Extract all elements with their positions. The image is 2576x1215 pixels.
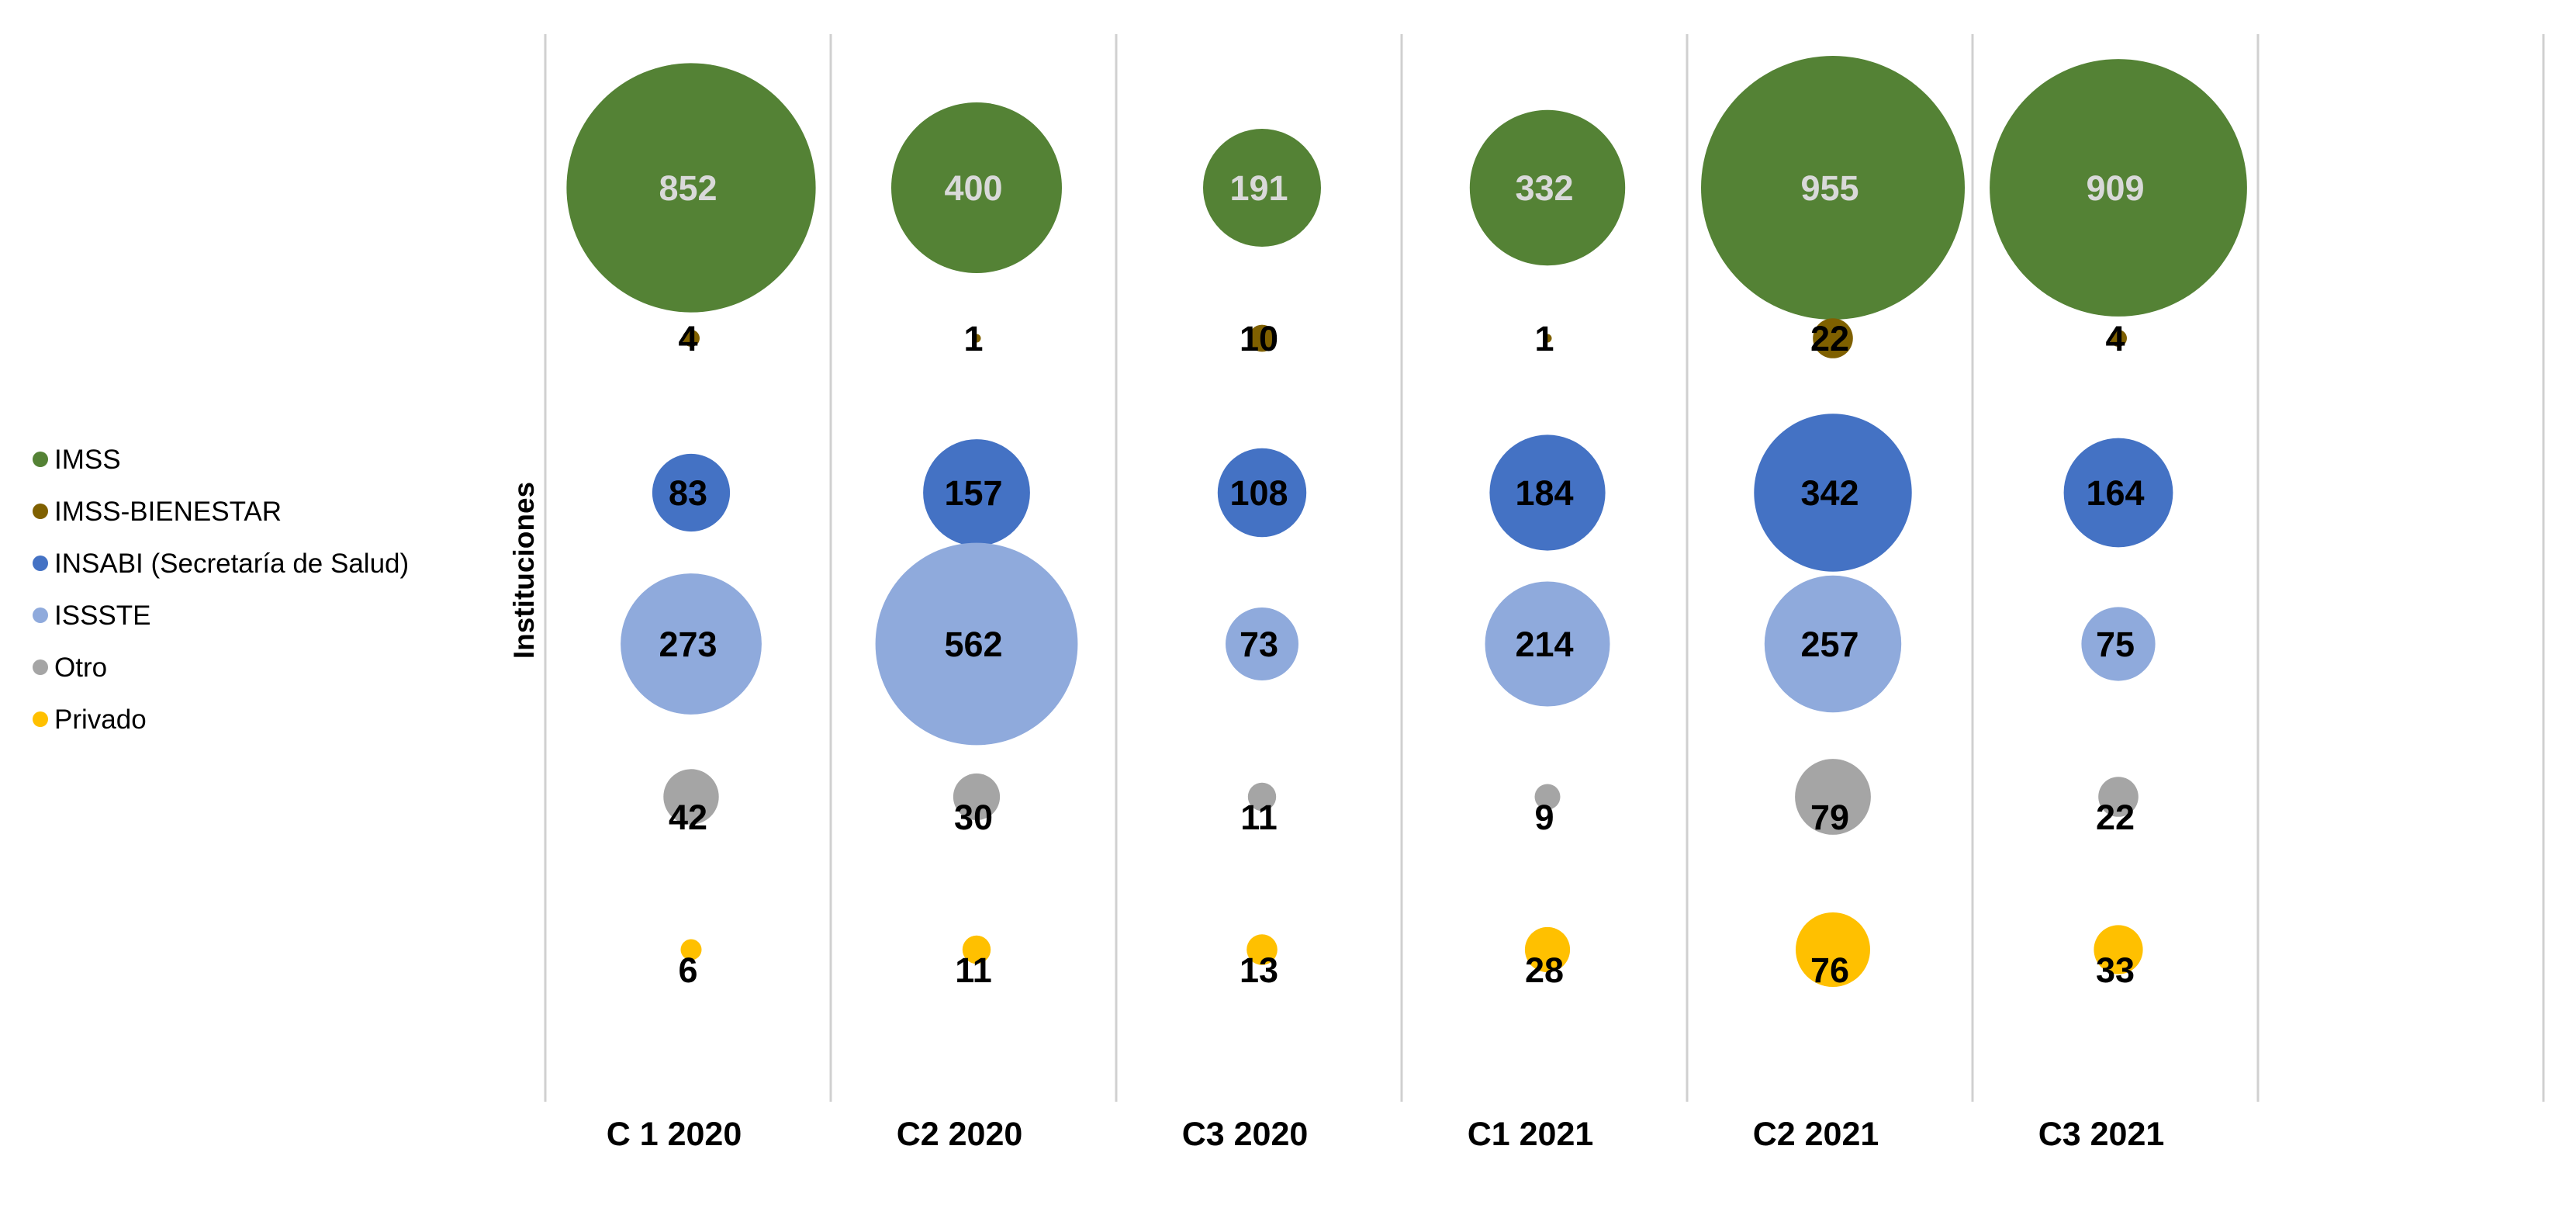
category-label-c2-2020: C2 2020: [897, 1116, 1023, 1153]
data-label-otro-c1-2021: 9: [1534, 798, 1554, 837]
data-label-otro-c3-2020: 11: [1240, 798, 1278, 837]
bubble-issste-c2-2020: [875, 542, 1078, 746]
bubble-otro-c-1-2020: [663, 769, 719, 825]
data-label-imss-c1-2021: 332: [1515, 168, 1573, 208]
bubble-imss-bienestar-c2-2021: [1813, 318, 1853, 358]
bubble-imss-c3-2020: [1203, 129, 1321, 247]
data-label-issste-c2-2021: 257: [1800, 625, 1859, 664]
bubble-privado-c3-2020: [1247, 934, 1278, 965]
category-label-c1-2021: C1 2021: [1468, 1116, 1594, 1153]
bubble-insabi-secretaria-de-salud-c2-2021: [1754, 414, 1912, 572]
data-label-privado-c2-2020: 11: [955, 950, 992, 990]
data-label-privado-c1-2021: 28: [1525, 950, 1564, 990]
legend-label-otro: Otro: [54, 652, 107, 683]
data-label-insabi-secretaria-de-salud-c2-2020: 157: [944, 473, 1002, 513]
bubble-imss-bienestar-c3-2021: [2110, 330, 2127, 347]
legend-label-issste: ISSSTE: [54, 601, 150, 631]
data-label-privado-c-1-2020: 6: [678, 950, 697, 990]
bubble-imss-c2-2021: [1701, 56, 1965, 320]
legend-marker-privado: [33, 711, 48, 727]
data-label-imss-c2-2020: 400: [944, 168, 1002, 208]
data-label-privado-c2-2021: 76: [1810, 950, 1849, 990]
data-label-issste-c3-2021: 75: [2096, 625, 2135, 664]
bubble-issste-c2-2021: [1764, 575, 1902, 713]
category-label-c2-2021: C2 2021: [1753, 1116, 1879, 1153]
data-label-issste-c2-2020: 562: [944, 625, 1002, 664]
bubble-imss-c1-2021: [1469, 109, 1626, 266]
bubble-imss-bienestar-c-1-2020: [683, 330, 700, 347]
bubble-privado-c1-2021: [1524, 926, 1571, 973]
data-label-otro-c3-2021: 22: [2096, 798, 2135, 837]
data-label-imss-c3-2021: 909: [2086, 168, 2144, 208]
data-label-otro-c-1-2020: 42: [669, 798, 707, 837]
data-label-imss-bienestar-c2-2021: 22: [1810, 319, 1849, 358]
data-label-issste-c-1-2020: 273: [659, 625, 717, 664]
bubble-otro-c2-2020: [953, 773, 1001, 821]
bubble-otro-c1-2021: [1534, 784, 1561, 810]
bubble-insabi-secretaria-de-salud-c3-2021: [2063, 438, 2173, 548]
data-label-insabi-secretaria-de-salud-c3-2021: 164: [2086, 473, 2144, 513]
legend-marker-imss-bienestar: [33, 504, 48, 519]
data-label-issste-c3-2020: 73: [1240, 625, 1278, 664]
data-label-imss-bienestar-c-1-2020: 4: [678, 319, 697, 358]
data-label-imss-c2-2021: 955: [1800, 168, 1859, 208]
bubble-privado-c2-2020: [962, 935, 991, 964]
y-axis-label: Instituciones: [508, 482, 540, 659]
data-labels: 852 400 191 332 955 909 4 1 10 1 22 4 83 157 108 184 342…: [659, 168, 2144, 990]
bubble-privado-c3-2021: [2094, 925, 2143, 974]
legend-marker-insabi-secretaria-de-salud: [33, 556, 48, 571]
bubbles: [566, 56, 2247, 987]
data-label-insabi-secretaria-de-salud-c1-2021: 184: [1515, 473, 1573, 513]
bubble-privado-c-1-2020: [680, 939, 702, 961]
data-label-otro-c2-2020: 30: [954, 798, 993, 837]
bubble-issste-c3-2021: [2081, 607, 2156, 681]
bubble-issste-c3-2020: [1226, 608, 1298, 680]
legend-label-imss: IMSS: [54, 445, 121, 475]
legend-marker-otro: [33, 659, 48, 675]
data-label-otro-c2-2021: 79: [1810, 798, 1849, 837]
bubble-insabi-secretaria-de-salud-c1-2021: [1489, 434, 1606, 551]
data-label-privado-c3-2020: 13: [1240, 950, 1278, 990]
legend-label-imss-bienestar: IMSS-BIENESTAR: [54, 497, 282, 527]
data-label-issste-c1-2021: 214: [1515, 625, 1573, 664]
data-label-privado-c3-2021: 33: [2096, 950, 2135, 990]
legend: IMSS IMSS-BIENESTAR INSABI (Secretaría de …: [33, 445, 409, 735]
legend-label-insabi-secretaria-de-salud: INSABI (Secretaría de Salud): [54, 549, 409, 579]
bubble-insabi-secretaria-de-salud-c2-2020: [923, 439, 1030, 546]
bubble-insabi-secretaria-de-salud-c3-2020: [1217, 448, 1307, 538]
legend-label-privado: Privado: [54, 704, 147, 735]
data-label-imss-bienestar-c3-2021: 4: [2105, 319, 2125, 358]
data-label-insabi-secretaria-de-salud-c-1-2020: 83: [669, 473, 707, 513]
bubble-insabi-secretaria-de-salud-c-1-2020: [652, 453, 731, 532]
bubble-imss-bienestar-c2-2020: [972, 334, 981, 343]
bubble-imss-c2-2020: [891, 102, 1062, 273]
legend-marker-issste: [33, 608, 48, 623]
category-label-c-1-2020: C 1 2020: [607, 1116, 742, 1153]
category-labels: C 1 2020 C2 2020 C3 2020 C1 2021 C2 2021 C3 2…: [607, 1116, 2165, 1153]
data-label-insabi-secretaria-de-salud-c2-2021: 342: [1800, 473, 1859, 513]
data-label-imss-bienestar-c1-2021: 1: [1534, 319, 1554, 358]
bubble-otro-c3-2020: [1247, 782, 1277, 812]
data-label-imss-c3-2020: 191: [1229, 168, 1288, 208]
data-label-imss-bienestar-c2-2020: 1: [963, 319, 983, 358]
bubble-issste-c1-2021: [1485, 581, 1610, 707]
category-label-c3-2021: C3 2021: [2038, 1116, 2165, 1153]
data-label-imss-bienestar-c3-2020: 10: [1240, 319, 1278, 358]
bubble-imss-c3-2021: [1990, 59, 2247, 317]
bubble-imss-bienestar-c3-2020: [1248, 324, 1276, 352]
bubble-imss-c-1-2020: [566, 63, 816, 313]
bubble-otro-c3-2021: [2098, 777, 2139, 817]
gridlines: [544, 34, 2545, 1102]
data-label-imss-c-1-2020: 852: [659, 168, 717, 208]
bubble-issste-c-1-2020: [621, 573, 762, 715]
legend-marker-imss: [33, 452, 48, 467]
data-label-insabi-secretaria-de-salud-c3-2020: 108: [1229, 473, 1288, 513]
category-label-c3-2020: C3 2020: [1182, 1116, 1309, 1153]
bubble-privado-c2-2021: [1796, 912, 1870, 987]
bubble-otro-c2-2021: [1795, 759, 1871, 835]
bubble-imss-bienestar-c1-2021: [1543, 334, 1552, 343]
